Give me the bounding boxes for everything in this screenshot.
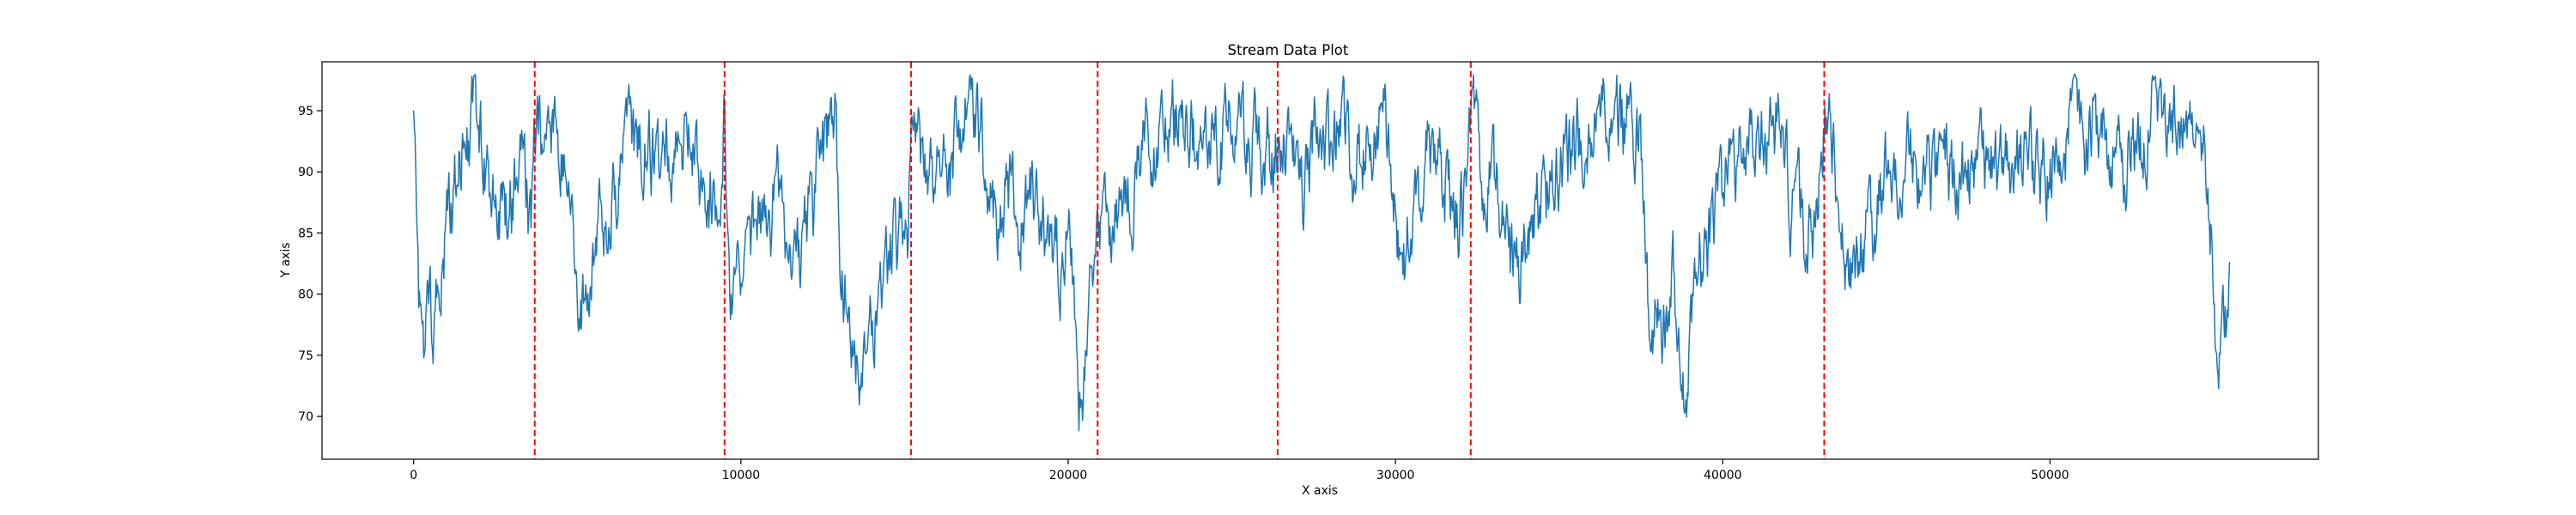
y-axis-ticks: 70 75 80 85 90 95: [298, 105, 322, 424]
plot-area: [412, 62, 2231, 459]
plot-frame: [321, 61, 2319, 460]
y-tick-label: 95: [298, 105, 313, 118]
chart-title: Stream Data Plot: [1228, 42, 1349, 58]
x-tick-label: 20000: [1049, 469, 1088, 482]
x-tick-label: 40000: [1704, 469, 1742, 482]
stream-series-line: [412, 73, 2231, 432]
y-axis-label: Y axis: [279, 242, 293, 278]
x-tick-label: 50000: [2031, 469, 2069, 482]
x-tick-label: 0: [410, 469, 417, 482]
x-tick-label: 10000: [722, 469, 761, 482]
y-tick-label: 85: [298, 227, 313, 240]
separator-lines: [533, 62, 1826, 459]
y-tick-label: 90: [298, 166, 313, 179]
y-tick-label: 80: [298, 288, 313, 302]
x-axis-label: X axis: [1302, 484, 1338, 498]
x-axis-ticks: 0 10000 20000 30000 40000 50000: [410, 459, 2069, 482]
series-layer: [412, 73, 2231, 432]
y-tick-label: 70: [298, 410, 313, 424]
x-tick-label: 30000: [1376, 469, 1415, 482]
y-tick-label: 75: [298, 349, 313, 363]
